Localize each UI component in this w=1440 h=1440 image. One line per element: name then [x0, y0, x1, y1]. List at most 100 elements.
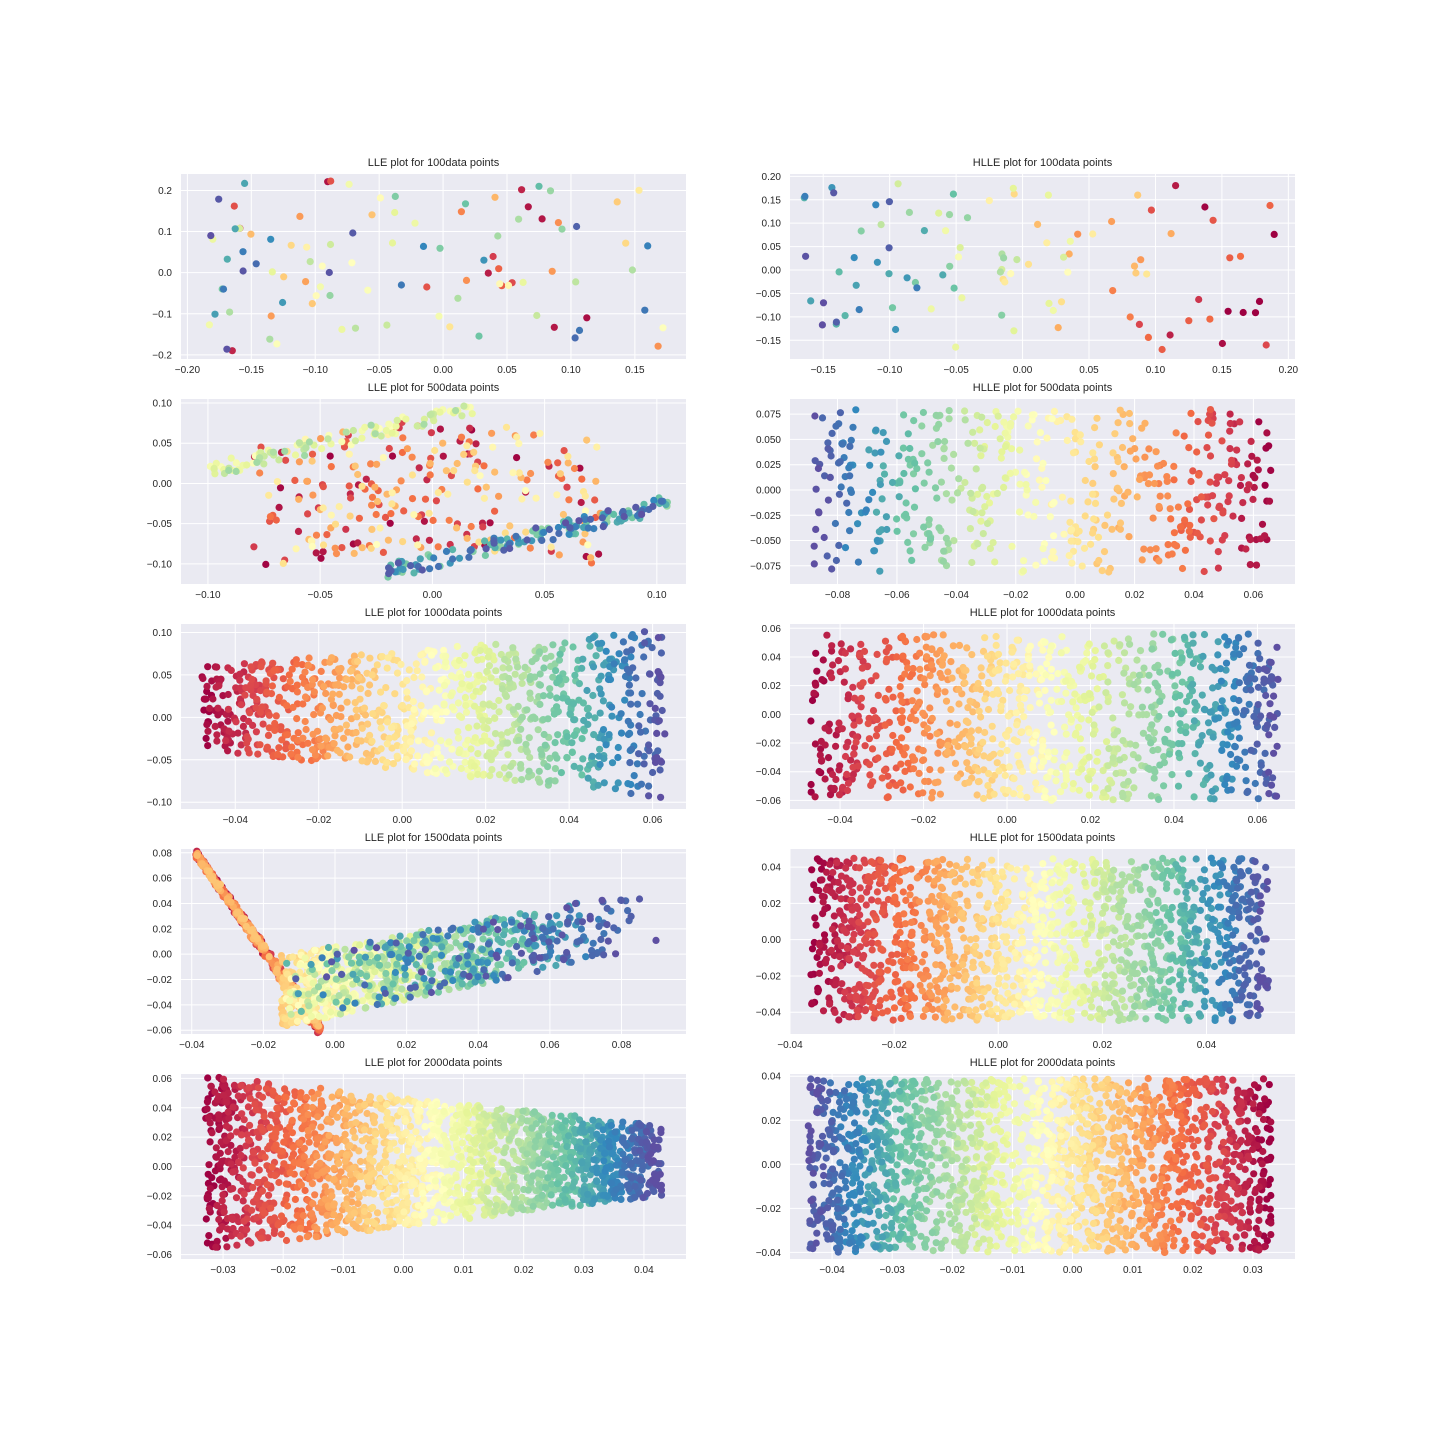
- scatter-point: [1026, 642, 1034, 650]
- scatter-point: [654, 634, 663, 642]
- scatter-point: [1240, 645, 1248, 653]
- scatter-point: [407, 747, 415, 755]
- scatter-point: [397, 281, 405, 289]
- scatter-point: [657, 793, 665, 801]
- scatter-point: [924, 724, 932, 733]
- scatter-point: [411, 219, 419, 227]
- y-tick-label: 0.00: [762, 266, 782, 277]
- scatter-point: [1046, 513, 1054, 521]
- scatter-points: [206, 402, 672, 581]
- scatter-point: [393, 669, 402, 677]
- scatter-point: [1133, 493, 1141, 501]
- scatter-point: [306, 258, 314, 266]
- scatter-point: [1105, 568, 1113, 576]
- scatter-point: [327, 1008, 335, 1016]
- x-tick-label: 0.00: [433, 365, 453, 376]
- scatter-point: [1093, 757, 1101, 765]
- scatter-point: [441, 960, 449, 968]
- scatter-point: [327, 177, 335, 185]
- scatter-point: [425, 509, 433, 517]
- scatter-point: [880, 470, 889, 478]
- scatter-point: [1150, 630, 1158, 638]
- scatter-point: [1063, 749, 1071, 757]
- scatter-point: [1047, 696, 1055, 704]
- x-tick-label: −0.06: [884, 590, 910, 601]
- scatter-point: [1257, 712, 1265, 720]
- scatter-point: [495, 265, 503, 273]
- scatter-point: [1115, 656, 1123, 665]
- scatter-point: [1081, 512, 1089, 520]
- scatter-point: [579, 755, 587, 763]
- x-tick-label: 0.04: [559, 815, 579, 826]
- scatter-point: [818, 676, 826, 684]
- scatter-point: [535, 648, 544, 656]
- scatter-point: [423, 759, 431, 767]
- scatter-point: [1146, 546, 1154, 554]
- scatter-point: [1010, 190, 1018, 198]
- scatter-point: [1004, 712, 1012, 720]
- scatter-point: [812, 681, 820, 689]
- scatter-point: [202, 734, 210, 743]
- scatter-point: [1144, 480, 1152, 488]
- scatter-point: [977, 664, 985, 672]
- scatter-point: [1163, 473, 1171, 481]
- scatter-point: [481, 551, 489, 560]
- scatter-point: [349, 229, 357, 237]
- scatter-point: [904, 430, 912, 438]
- scatter-point: [500, 546, 508, 554]
- x-tick-label: −0.02: [1003, 590, 1029, 601]
- scatter-point: [256, 741, 264, 749]
- scatter-point: [975, 707, 983, 715]
- scatter-point: [327, 511, 335, 519]
- scatter-point: [1077, 438, 1085, 446]
- scatter-point: [1243, 788, 1251, 797]
- scatter-point: [517, 761, 525, 769]
- scatter-point: [526, 689, 534, 697]
- scatter-point: [480, 256, 488, 264]
- scatter-point: [351, 999, 359, 1007]
- scatter-point: [893, 653, 901, 661]
- x-tick-label: 0.20: [1279, 365, 1299, 376]
- scatter-point: [1016, 446, 1024, 454]
- scatter-point: [272, 516, 280, 524]
- scatter-point: [267, 235, 275, 243]
- scatter-point: [953, 721, 961, 729]
- scatter-point: [985, 770, 993, 778]
- scatter-point: [1051, 748, 1059, 756]
- scatter-point: [1039, 646, 1047, 654]
- scatter-point: [811, 914, 819, 922]
- scatter-point: [1193, 448, 1201, 456]
- scatter-point: [478, 737, 486, 745]
- scatter-point: [835, 490, 844, 498]
- scatter-point: [633, 760, 642, 768]
- scatter-point: [375, 993, 383, 1001]
- scatter-point: [322, 734, 330, 742]
- x-tick-label: −0.15: [239, 365, 265, 376]
- scatter-point: [645, 782, 653, 790]
- scatter-point: [659, 324, 667, 332]
- scatter-point: [351, 324, 360, 332]
- scatter-point: [627, 912, 635, 921]
- scatter-point: [518, 713, 526, 721]
- scatter-point: [927, 661, 936, 669]
- scatter-point: [951, 759, 960, 768]
- y-tick-label: 0.08: [153, 848, 173, 859]
- scatter-point: [967, 489, 975, 497]
- scatter-point: [301, 668, 309, 676]
- scatter-point: [619, 638, 628, 646]
- scatter-point: [340, 734, 348, 742]
- scatter-point: [1172, 429, 1180, 437]
- scatter-point: [1032, 498, 1040, 506]
- scatter-point: [426, 962, 435, 971]
- scatter-point: [362, 1004, 370, 1012]
- scatter-point: [1100, 642, 1108, 650]
- scatter-point: [895, 493, 903, 501]
- scatter-point: [386, 519, 394, 527]
- scatter-point: [577, 498, 585, 507]
- scatter-point: [1052, 777, 1060, 785]
- scatter-point: [356, 941, 364, 949]
- subplot-title: HLLE plot for 1500data points: [970, 832, 1116, 844]
- scatter-point: [940, 454, 948, 462]
- scatter-point: [428, 970, 436, 978]
- scatter-point: [626, 759, 634, 767]
